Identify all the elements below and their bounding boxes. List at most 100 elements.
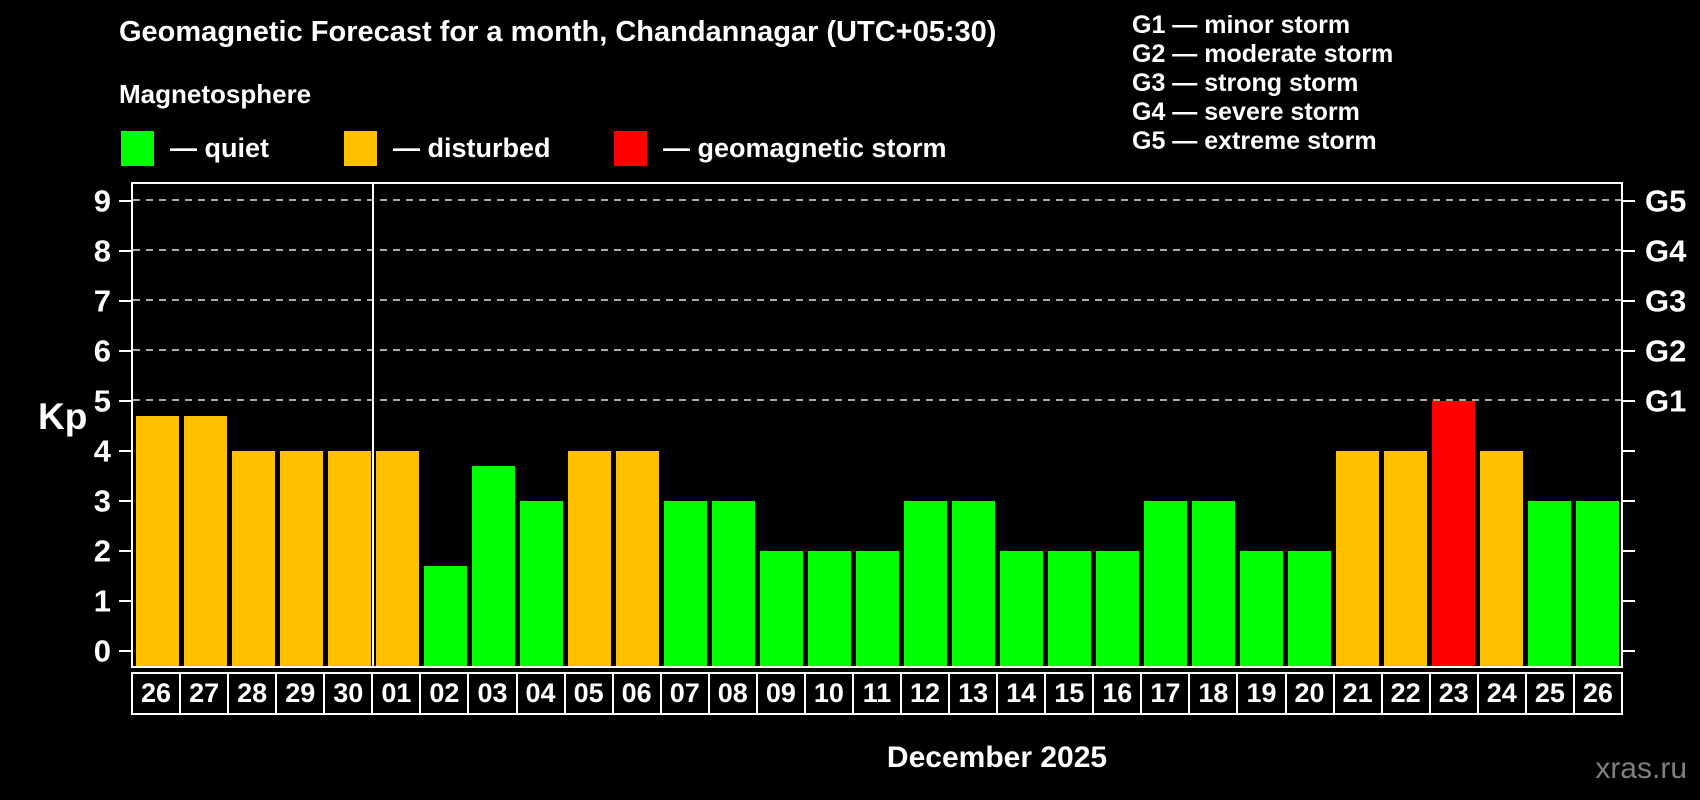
date-cell-8-04: 04 [515,672,566,715]
g-axis-label-G1: G1 [1645,383,1687,419]
kp-bar-26-22 [1383,451,1427,666]
y-tick-left-4 [119,450,131,452]
y-tick-label-4: 4 [93,433,111,469]
kp-bar-27-23 [1431,401,1475,666]
y-tick-right-7 [1623,300,1635,302]
chart-subtitle: Magnetosphere [119,79,312,109]
kp-bar-12-08 [711,501,755,666]
kp-bar-23-19 [1239,551,1283,666]
legend-item-storm: — geomagnetic storm [614,130,947,166]
date-cell-3-29: 29 [275,672,326,715]
gridline-kp-5 [133,399,1621,401]
y-tick-left-8 [119,250,131,252]
legend-swatch-disturbed-icon [344,130,377,166]
y-tick-right-1 [1623,600,1635,602]
gridline-kp-7 [133,299,1621,301]
legend-swatch-quiet-icon [121,130,154,166]
plot-area: 0 1 2 3 4 5 6 7 8 9 G1 G2 G3 G4 G5 [94,182,1686,668]
g-legend-line-G1: G1 — minor storm [1132,11,1351,39]
kp-bar-3-29 [279,451,323,666]
legend-item-quiet: — quiet [121,130,269,166]
date-cell-26-22: 22 [1380,672,1431,715]
date-cell-24-20: 20 [1284,672,1335,715]
kp-bar-1-27 [183,416,227,666]
kp-bar-8-04 [519,501,563,666]
date-cell-11-07: 07 [659,672,710,715]
y-tick-left-1 [119,600,131,602]
date-axis-row: 26 27 28 29 30 01 02 03 04 05 06 07 08 09 10 11 12 13 14 15… [131,672,1623,715]
legend-item-disturbed: — disturbed [344,130,551,166]
date-cell-4-30: 30 [323,672,374,715]
g-legend-line-G3: G3 — strong storm [1132,69,1359,97]
legend-label-storm: — geomagnetic storm [663,132,947,163]
date-cell-16-12: 12 [900,672,951,715]
g-legend-line-G4: G4 — severe storm [1132,98,1360,126]
date-cell-0-26: 26 [131,672,182,715]
y-tick-left-5 [119,400,131,402]
y-tick-left-3 [119,500,131,502]
y-tick-right-4 [1623,450,1635,452]
date-cell-29-25: 25 [1524,672,1575,715]
date-cell-21-17: 17 [1140,672,1191,715]
g-axis-label-G2: G2 [1645,333,1687,369]
date-cell-30-26: 26 [1572,672,1623,715]
date-cell-10-06: 06 [611,672,662,715]
date-cell-14-10: 10 [803,672,854,715]
kp-bar-16-12 [903,501,947,666]
date-cell-12-08: 08 [707,672,758,715]
kp-bar-11-07 [663,501,707,666]
date-cell-9-05: 05 [563,672,614,715]
chart-title: Geomagnetic Forecast for a month, Chanda… [119,16,997,48]
date-cell-2-28: 28 [227,672,278,715]
kp-bar-24-20 [1287,551,1331,666]
kp-bar-28-24 [1479,451,1523,666]
y-tick-label-3: 3 [93,483,111,519]
y-tick-right-2 [1623,550,1635,552]
legend-label-quiet: — quiet [170,132,269,163]
kp-bar-20-16 [1095,551,1139,666]
kp-bar-5-01 [375,451,419,666]
date-cell-5-01: 01 [371,672,422,715]
y-tick-right-9 [1623,200,1635,202]
date-cell-27-23: 23 [1428,672,1479,715]
kp-bar-13-09 [759,551,803,666]
kp-bar-30-26 [1575,501,1619,666]
y-tick-right-3 [1623,500,1635,502]
kp-bar-4-30 [327,451,371,666]
g-legend-line-G2: G2 — moderate storm [1132,40,1394,68]
kp-bar-19-15 [1047,551,1091,666]
gridline-kp-6 [133,349,1621,351]
kp-bar-2-28 [231,451,275,666]
kp-bar-29-25 [1527,501,1571,666]
gridline-kp-9 [133,199,1621,201]
date-cell-18-14: 14 [996,672,1047,715]
y-tick-left-2 [119,550,131,552]
y-tick-label-9: 9 [93,183,111,219]
kp-bar-21-17 [1143,501,1187,666]
kp-bar-15-11 [855,551,899,666]
date-cell-22-18: 18 [1188,672,1239,715]
date-cell-7-03: 03 [467,672,518,715]
g-axis-label-G3: G3 [1645,283,1687,319]
kp-bar-6-02 [423,566,467,666]
status-legend: — quiet — disturbed — geomagnetic storm [0,130,1100,170]
y-tick-right-0 [1623,650,1635,652]
date-cell-15-11: 11 [851,672,902,715]
kp-bar-25-21 [1335,451,1379,666]
y-tick-left-6 [119,350,131,352]
kp-bar-22-18 [1191,501,1235,666]
y-tick-right-8 [1623,250,1635,252]
y-tick-right-6 [1623,350,1635,352]
kp-bar-7-03 [471,466,515,666]
kp-bar-18-14 [999,551,1043,666]
month-label: December 2025 [886,741,1108,774]
y-tick-label-0: 0 [93,633,111,669]
g-scale-legend: G1 — minor storm G2 — moderate storm G3 — … [1132,11,1393,156]
date-cell-13-09: 09 [755,672,806,715]
y-tick-label-8: 8 [93,233,111,269]
kp-bar-17-13 [951,501,995,666]
g-axis-label-G5: G5 [1645,183,1687,219]
y-tick-left-7 [119,300,131,302]
y-tick-label-5: 5 [93,383,111,419]
